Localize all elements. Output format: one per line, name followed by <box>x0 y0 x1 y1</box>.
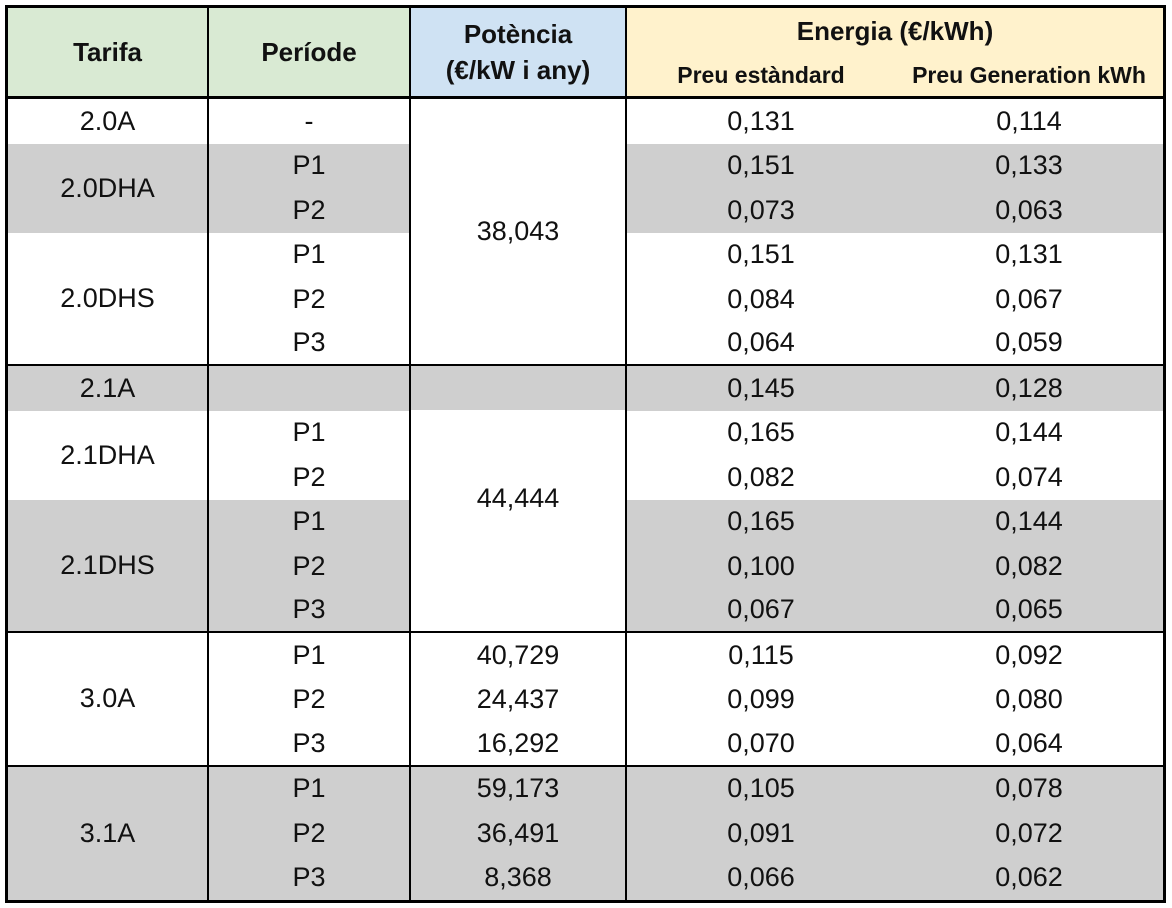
preu-estandard-cell: 0,084 <box>727 283 795 314</box>
potencia-merged-cell: 44,444 <box>411 366 627 633</box>
preu-generation-cell: 0,114 <box>996 105 1062 136</box>
preu-estandard-cell: 0,082 <box>727 461 795 492</box>
tarifa-cell: 3.1A <box>8 766 209 900</box>
periode-cell: P2 <box>209 188 411 233</box>
periode-cell: P1 <box>209 410 411 455</box>
header-tarifa: Tarifa <box>8 8 209 96</box>
preu-estandard-cell: 0,165 <box>727 417 795 448</box>
preu-generation-cell: 0,144 <box>995 506 1063 537</box>
energia-row: 0,082 0,074 <box>627 455 1163 500</box>
preu-generation-cell: 0,082 <box>995 550 1063 581</box>
preu-generation-cell: 0,144 <box>995 417 1063 448</box>
energia-row: 0,067 0,065 <box>627 588 1163 633</box>
header-separator <box>8 96 1163 99</box>
header-periode: Període <box>209 8 411 96</box>
preu-estandard-cell: 0,073 <box>727 194 795 225</box>
periode-cell: P2 <box>209 544 411 589</box>
potencia-cell: 36,491 <box>411 811 627 856</box>
periode-cell: P2 <box>209 811 411 856</box>
energia-row: 0,151 0,133 <box>627 143 1163 188</box>
tarifa-cell: 3.0A <box>8 633 209 767</box>
preu-estandard-cell: 0,067 <box>727 594 795 625</box>
energia-row: 0,064 0,059 <box>627 321 1163 366</box>
periode-cell: P3 <box>209 588 411 633</box>
preu-generation-cell: 0,080 <box>995 684 1063 715</box>
energia-row: 0,066 0,062 <box>627 855 1163 900</box>
preu-estandard-cell: 0,115 <box>728 639 794 670</box>
potencia-cell: 16,292 <box>411 722 627 767</box>
header-energia-title: Energia (€/kWh) <box>796 16 994 46</box>
energia-row: 0,073 0,063 <box>627 188 1163 233</box>
preu-generation-cell: 0,128 <box>995 372 1063 403</box>
energia-row: 0,151 0,131 <box>627 232 1163 277</box>
header-potencia-line1: Potència <box>463 19 573 49</box>
preu-generation-cell: 0,059 <box>995 327 1063 358</box>
preu-estandard-cell: 0,151 <box>727 150 795 181</box>
tarifa-cell: 2.0DHS <box>8 232 209 366</box>
periode-cell: P3 <box>209 722 411 767</box>
energia-row: 0,105 0,078 <box>627 766 1163 811</box>
periode-cell: P1 <box>209 633 411 678</box>
header-potencia-line2: (€/kW i any) <box>445 55 591 85</box>
tarifa-cell: 2.1DHA <box>8 410 209 500</box>
tarifa-cell: 2.0DHA <box>8 143 209 233</box>
preu-generation-cell: 0,065 <box>995 594 1063 625</box>
potencia-cell: 8,368 <box>411 855 627 900</box>
preu-estandard-cell: 0,091 <box>727 817 795 848</box>
periode-cell: P2 <box>209 455 411 500</box>
periode-cell: P2 <box>209 677 411 722</box>
preu-generation-cell: 0,133 <box>995 150 1063 181</box>
tarifa-cell: 2.0A <box>8 99 209 144</box>
periode-cell: P3 <box>209 321 411 366</box>
periode-cell: P1 <box>209 232 411 277</box>
energia-row: 0,070 0,064 <box>627 722 1163 767</box>
energia-row: 0,165 0,144 <box>627 499 1163 544</box>
preu-generation-cell: 0,062 <box>995 862 1063 893</box>
potencia-cell: 40,729 <box>411 633 627 678</box>
preu-generation-cell: 0,072 <box>995 817 1063 848</box>
energia-row: 0,145 0,128 <box>627 366 1163 411</box>
header-preu-generation: Preu Generation kWh <box>912 61 1146 88</box>
preu-generation-cell: 0,131 <box>995 239 1063 270</box>
preu-estandard-cell: 0,165 <box>727 506 795 537</box>
preu-estandard-cell: 0,066 <box>727 862 795 893</box>
potencia-cell: 24,437 <box>411 677 627 722</box>
periode-cell: - <box>209 99 411 144</box>
header-potencia: Potència (€/kW i any) <box>411 8 627 96</box>
periode-cell: P1 <box>209 143 411 188</box>
periode-cell <box>209 366 411 411</box>
preu-estandard-cell: 0,105 <box>727 773 795 804</box>
preu-estandard-cell: 0,145 <box>727 372 795 403</box>
periode-cell: P1 <box>209 499 411 544</box>
periode-cell: P3 <box>209 855 411 900</box>
preu-estandard-cell: 0,131 <box>727 105 795 136</box>
preu-generation-cell: 0,092 <box>995 639 1063 670</box>
preu-estandard-cell: 0,064 <box>727 327 795 358</box>
preu-estandard-cell: 0,070 <box>727 727 795 758</box>
energia-row: 0,099 0,080 <box>627 677 1163 722</box>
potencia-merged-cell: 38,043 <box>411 99 627 366</box>
preu-estandard-cell: 0,151 <box>727 239 795 270</box>
periode-cell: P1 <box>209 766 411 811</box>
energia-row: 0,131 0,114 <box>627 99 1163 144</box>
tarifa-cell: 2.1A <box>8 366 209 411</box>
tarifa-cell: 2.1DHS <box>8 499 209 633</box>
preu-generation-cell: 0,063 <box>995 194 1063 225</box>
preu-generation-cell: 0,078 <box>995 773 1063 804</box>
energia-row: 0,115 0,092 <box>627 633 1163 678</box>
energia-row: 0,091 0,072 <box>627 811 1163 856</box>
header-preu-estandard: Preu estàndard <box>677 61 845 88</box>
tariff-table: Tarifa Període Potència (€/kW i any) Ene… <box>5 5 1166 903</box>
preu-generation-cell: 0,064 <box>995 727 1063 758</box>
potencia-cell: 59,173 <box>411 766 627 811</box>
preu-generation-cell: 0,067 <box>995 283 1063 314</box>
energia-row: 0,100 0,082 <box>627 544 1163 589</box>
preu-estandard-cell: 0,100 <box>727 550 795 581</box>
preu-generation-cell: 0,074 <box>995 461 1063 492</box>
preu-estandard-cell: 0,099 <box>727 684 795 715</box>
header-energia: Energia (€/kWh) Preu estàndard Preu Gene… <box>627 8 1163 96</box>
energia-row: 0,165 0,144 <box>627 410 1163 455</box>
periode-cell: P2 <box>209 277 411 322</box>
energia-row: 0,084 0,067 <box>627 277 1163 322</box>
